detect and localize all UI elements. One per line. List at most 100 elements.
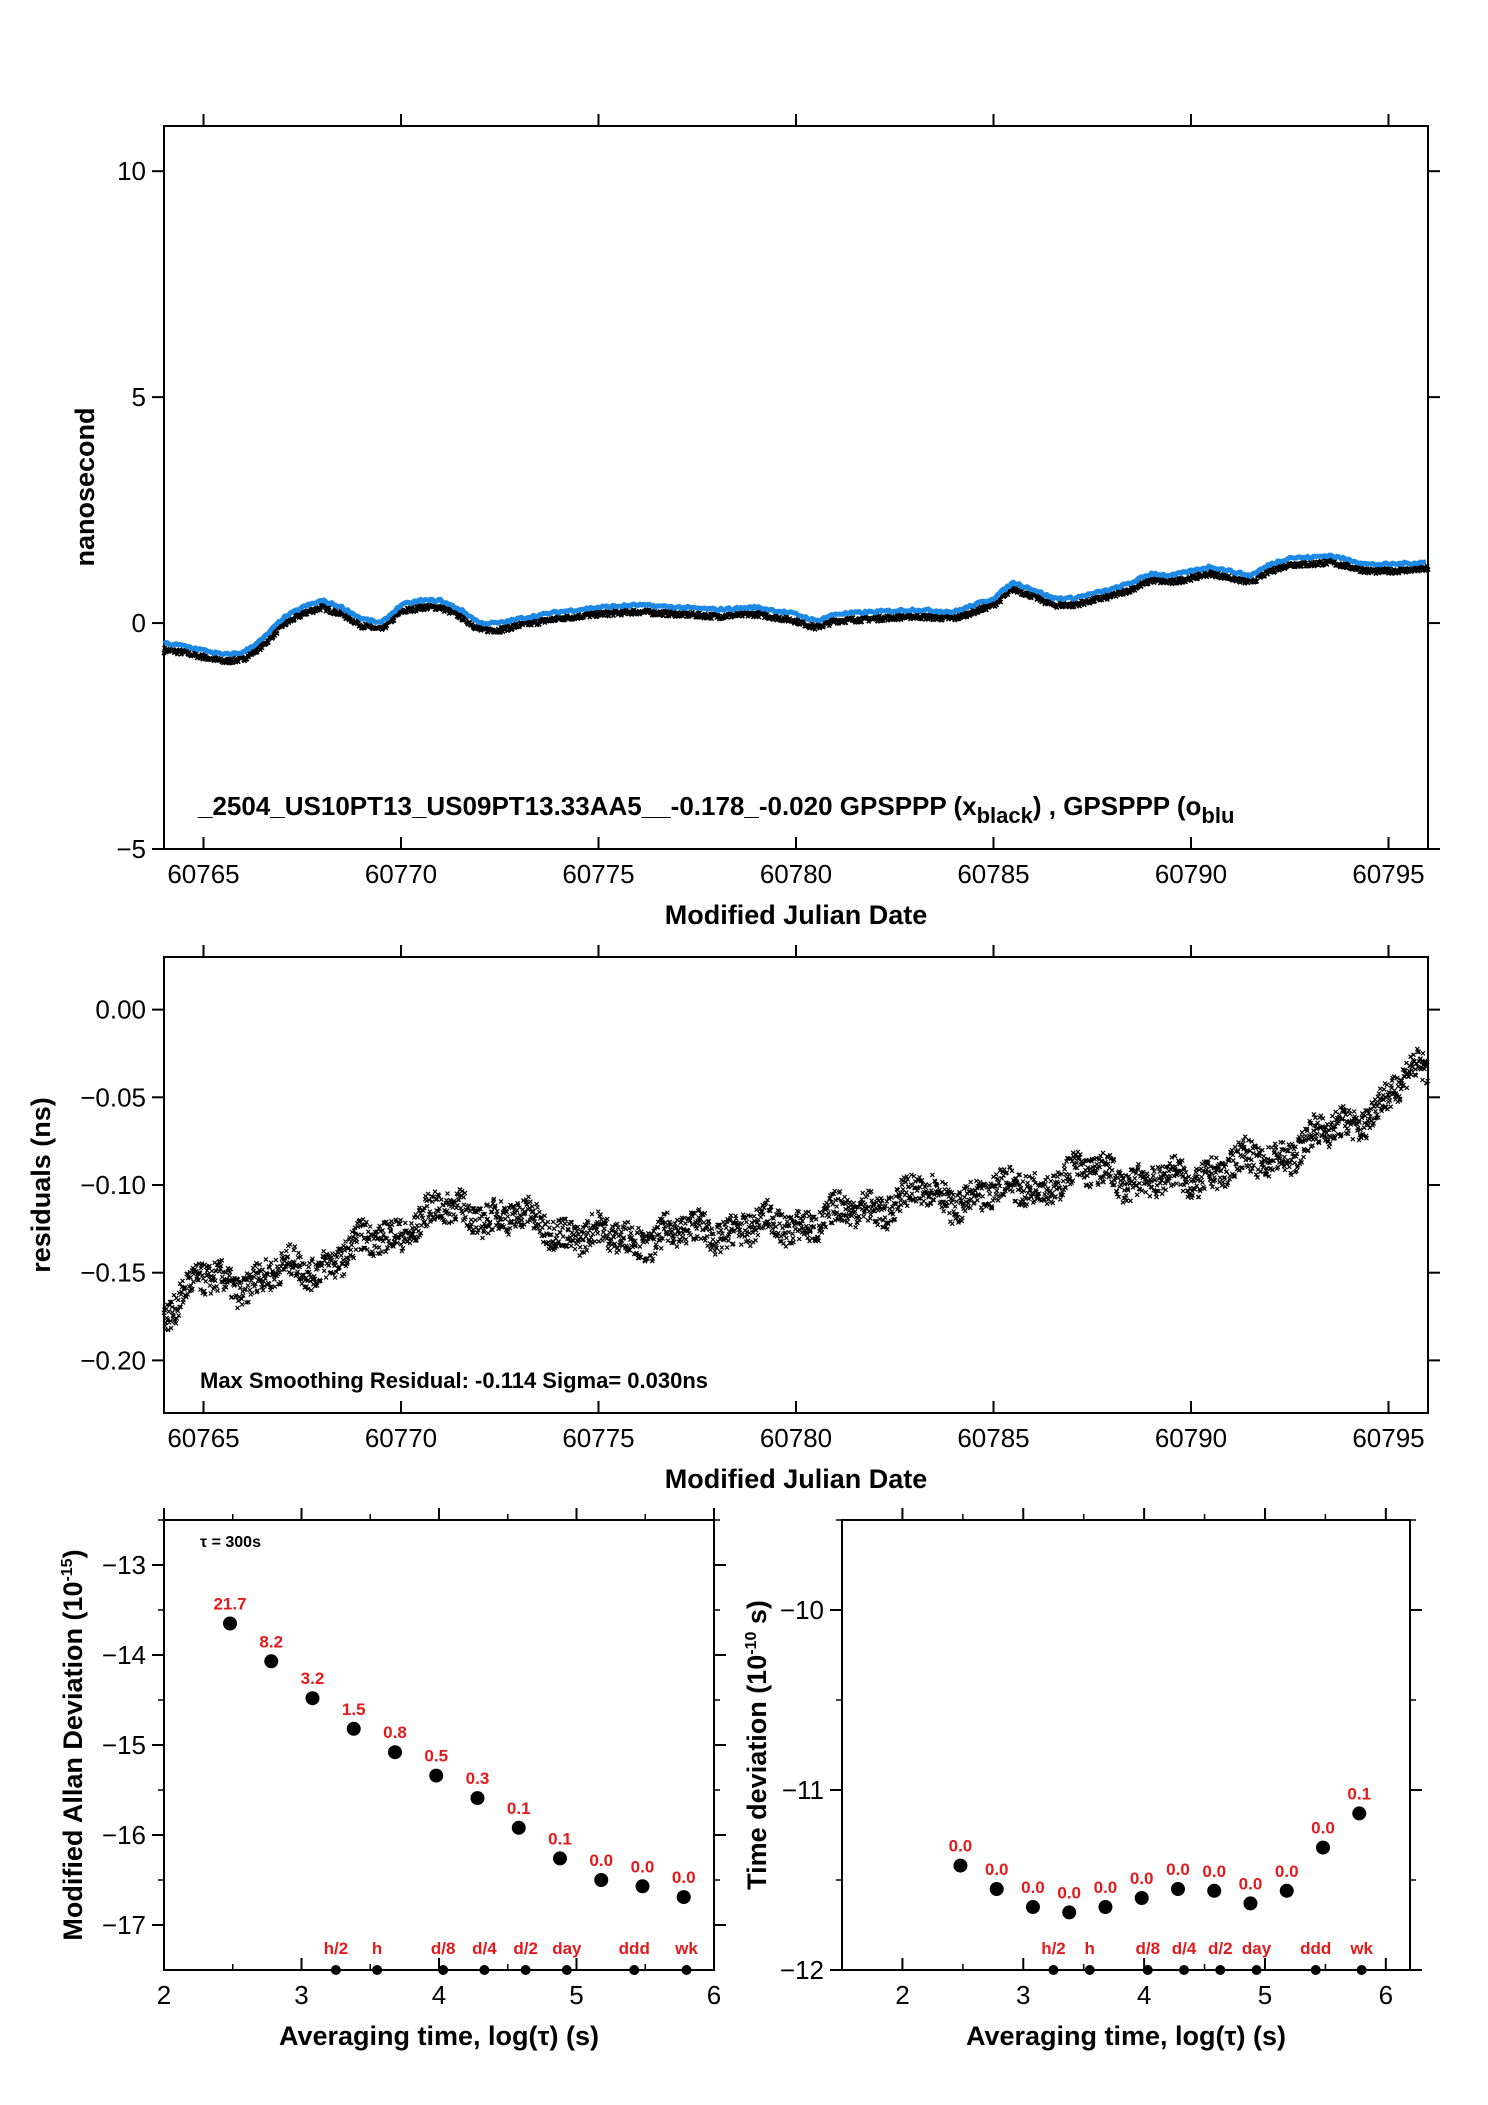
- x-tick-label: 2: [895, 1980, 909, 2010]
- plot-frame: [163, 125, 1429, 850]
- deviation-point: [676, 1890, 691, 1905]
- deviation-point: [470, 1791, 485, 1806]
- interval-marker: [1048, 1965, 1059, 1975]
- deviation-point: [1279, 1883, 1294, 1898]
- interval-marker: [330, 1965, 341, 1975]
- x-tick-label: 60785: [957, 859, 1029, 889]
- interval-marker: [1142, 1965, 1153, 1975]
- point-label: 0.1: [507, 1799, 531, 1818]
- point-label: 3.2: [301, 1669, 325, 1688]
- point-label: 0.0: [589, 1851, 613, 1870]
- panel-time-series: 60765 60770 60775 60780 60785 60790 60795 −5 0 5 1…: [70, 114, 1440, 930]
- point-label: 0.0: [985, 1860, 1009, 1879]
- x-tick-label: 60790: [1155, 859, 1227, 889]
- x-tick-label: 3: [1016, 1980, 1030, 2010]
- y-axis-label: nanosecond: [70, 407, 100, 566]
- interval-label: day: [552, 1939, 582, 1958]
- y-tick-label: 0: [132, 608, 146, 638]
- x-tick-label: 60765: [167, 859, 239, 889]
- interval-label: h/2: [324, 1939, 349, 1958]
- y-tick-label: −13: [102, 1550, 146, 1580]
- y-tick-label: −14: [102, 1640, 146, 1670]
- axis-ticks: 2 3 4 5 6 −13 −14 −15 −16 −17: [102, 1508, 726, 2010]
- deviation-point: [511, 1820, 526, 1835]
- interval-marker: [629, 1965, 640, 1975]
- interval-marker: [1356, 1965, 1367, 1975]
- y-tick-label: −12: [780, 1955, 824, 1985]
- point-label: 0.0: [1311, 1819, 1335, 1838]
- interval-marker: [1215, 1965, 1226, 1975]
- point-label: 0.0: [1275, 1862, 1299, 1881]
- axis-ticks: 2 3 4 5 6 −10 −11 −12: [780, 1508, 1422, 2010]
- deviation-point: [1098, 1900, 1113, 1914]
- series-black: [161, 557, 1431, 666]
- y-tick-label: −15: [102, 1730, 146, 1760]
- deviation-point: [346, 1721, 361, 1736]
- point-label: 0.0: [1094, 1878, 1118, 1897]
- y-tick-label: −16: [102, 1820, 146, 1850]
- series-residuals: [161, 1046, 1431, 1333]
- interval-label: h/2: [1041, 1939, 1066, 1958]
- deviation-point: [223, 1616, 237, 1631]
- x-tick-label: 4: [432, 1980, 446, 2010]
- axis-ticks: 60765 60770 60775 60780 60785 60790 60795 0.00 −…: [80, 945, 1440, 1453]
- x-tick-label: 60765: [167, 1423, 239, 1453]
- interval-marker: [1310, 1965, 1321, 1975]
- y-tick-label: −10: [780, 1595, 824, 1625]
- interval-label: d/8: [431, 1939, 456, 1958]
- axis-ticks: 60765 60770 60775 60780 60785 60790 60795 −5 0 5 1…: [116, 114, 1440, 889]
- point-label: 0.0: [1166, 1860, 1190, 1879]
- deviation-point: [953, 1858, 968, 1873]
- interval-marker: [1251, 1965, 1262, 1975]
- adev-points: 21.7 8.2 3.2 1.5 0.8 0.5 0.3 0.1 0.1 0.0 0.0 0.0 h/2…: [213, 1595, 698, 1975]
- x-axis-label: Modified Julian Date: [665, 900, 928, 930]
- point-label: 0.0: [1202, 1862, 1226, 1881]
- interval-label: h: [372, 1939, 382, 1958]
- interval-marker: [372, 1965, 383, 1975]
- interval-label: d/4: [472, 1939, 497, 1958]
- deviation-point: [989, 1882, 1004, 1896]
- point-label: 0.0: [631, 1857, 655, 1876]
- point-label: 0.0: [672, 1868, 696, 1887]
- panel-residuals: 60765 60770 60775 60780 60785 60790 60795 0.00 −…: [26, 945, 1440, 1494]
- point-label: 21.7: [213, 1595, 246, 1614]
- y-tick-label: −0.20: [80, 1345, 146, 1375]
- deviation-point: [1170, 1882, 1185, 1896]
- interval-label: d/4: [1172, 1939, 1197, 1958]
- x-tick-label: 3: [294, 1980, 308, 2010]
- y-tick-label: −17: [102, 1910, 146, 1940]
- deviation-point: [1025, 1900, 1040, 1914]
- y-tick-label: 10: [117, 156, 146, 186]
- x-tick-label: 60780: [760, 859, 832, 889]
- series-blue: [162, 552, 1427, 658]
- plot-frame: [163, 956, 1429, 1414]
- x-tick-label: 60795: [1352, 859, 1424, 889]
- interval-label: d/8: [1135, 1939, 1160, 1958]
- y-tick-label: 0.00: [95, 995, 146, 1025]
- point-label: 0.0: [1130, 1869, 1154, 1888]
- x-tick-label: 60790: [1155, 1423, 1227, 1453]
- x-axis-label: Averaging time, log(τ) (s): [279, 2021, 599, 2051]
- interval-marker: [1179, 1965, 1190, 1975]
- plot-frame: [841, 1519, 1411, 1971]
- x-tick-label: 6: [707, 1980, 721, 2010]
- y-tick-label: −0.05: [80, 1082, 146, 1112]
- deviation-point: [1134, 1891, 1149, 1905]
- panel-allan-deviation: 21.7 8.2 3.2 1.5 0.8 0.5 0.3 0.1 0.1 0.0 0.0 0.0 h/2…: [58, 1508, 726, 2051]
- y-tick-label: −11: [782, 1775, 824, 1805]
- interval-marker: [520, 1965, 531, 1975]
- point-label: 0.3: [466, 1769, 490, 1788]
- deviation-point: [1352, 1806, 1367, 1821]
- interval-label: ddd: [619, 1939, 650, 1958]
- point-label: 0.8: [383, 1723, 407, 1742]
- deviation-point: [429, 1768, 444, 1783]
- x-tick-label: 6: [1379, 1980, 1393, 2010]
- point-label: 1.5: [342, 1700, 366, 1719]
- interval-marker: [1084, 1965, 1095, 1975]
- series-annotation: _2504_US10PT13_US09PT13.33AA5__-0.178_-0…: [197, 791, 1234, 828]
- deviation-point: [388, 1745, 402, 1760]
- point-label: 0.0: [1057, 1883, 1081, 1902]
- y-axis-label: Time deviation (10-10 s): [742, 1600, 772, 1890]
- deviation-point: [1062, 1905, 1077, 1920]
- interval-label: d/2: [513, 1939, 538, 1958]
